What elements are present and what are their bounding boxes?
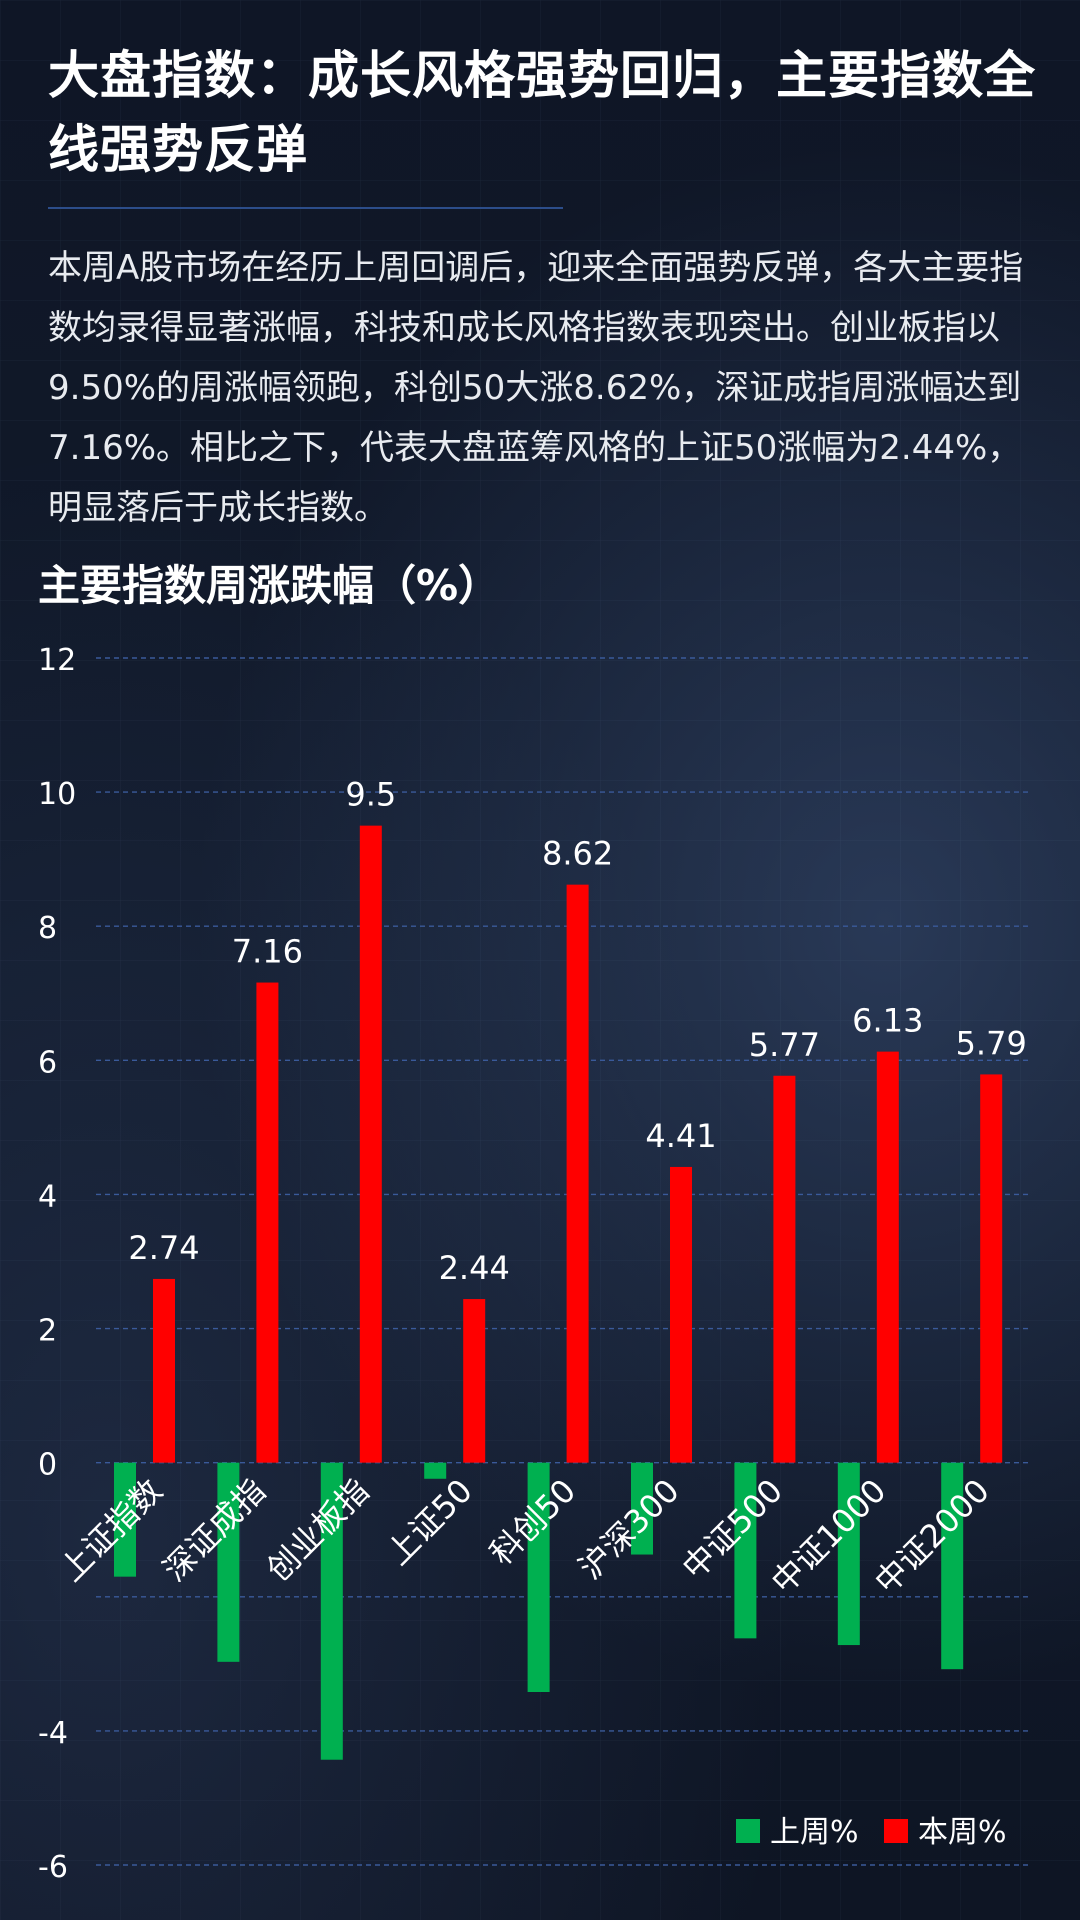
- bar-last-week: [424, 1462, 447, 1479]
- data-label: 2.74: [128, 1229, 199, 1267]
- data-label: 9.5: [345, 776, 396, 814]
- data-label: 5.77: [749, 1026, 820, 1064]
- bar-this-week: [153, 1278, 175, 1463]
- summary-paragraph: 本周A股市场在经历上周回调后，迎来全面强势反弹，各大主要指数均录得显著涨幅，科技…: [48, 248, 1024, 528]
- y-tick-label: 2: [38, 1314, 57, 1349]
- page-title: 大盘指数：成长风格强势回归，主要指数全线强势反弹: [48, 47, 1037, 180]
- y-tick-label: 6: [38, 1045, 57, 1080]
- data-label: 4.41: [645, 1117, 716, 1155]
- data-label: 7.16: [232, 933, 303, 971]
- y-tick-label: 4: [38, 1179, 57, 1214]
- bar-this-week: [670, 1166, 692, 1463]
- x-category-label: 深证成指: [156, 1471, 273, 1588]
- x-category-label: 上证指数: [52, 1471, 169, 1588]
- bar-last-week: [837, 1462, 860, 1646]
- title-underline: [48, 207, 563, 209]
- data-label: 2.44: [439, 1249, 510, 1287]
- bar-last-week: [527, 1462, 550, 1692]
- x-category-label: 沪深300: [571, 1471, 686, 1586]
- x-category-label: 创业板指: [259, 1471, 376, 1588]
- bar-last-week: [114, 1462, 136, 1577]
- bar-last-week: [631, 1462, 653, 1555]
- data-label: 8.62: [542, 835, 613, 873]
- y-tick-label: 10: [38, 777, 76, 812]
- legend-label: 上周%: [770, 1815, 859, 1850]
- bar-this-week: [359, 825, 382, 1463]
- legend-swatch: [884, 1819, 908, 1843]
- legend-swatch: [736, 1819, 760, 1843]
- bar-last-week: [320, 1462, 343, 1760]
- bar-last-week: [734, 1462, 757, 1639]
- x-category-label: 上证50: [379, 1471, 480, 1572]
- bar-last-week: [217, 1462, 240, 1662]
- bar-last-week: [941, 1462, 964, 1670]
- y-tick-label: -6: [38, 1850, 68, 1885]
- bar-this-week: [980, 1074, 1003, 1463]
- bar-this-week: [773, 1075, 796, 1463]
- bar-this-week: [876, 1051, 899, 1463]
- bar-this-week: [566, 884, 589, 1463]
- y-tick-label: 0: [38, 1448, 57, 1483]
- y-tick-label: 8: [38, 911, 57, 946]
- data-label: 5.79: [956, 1024, 1027, 1062]
- legend-label: 本周%: [918, 1815, 1007, 1850]
- y-tick-label: 12: [38, 643, 76, 678]
- y-tick-label: -4: [38, 1716, 68, 1751]
- bar-this-week: [256, 982, 279, 1463]
- x-category-label: 中证2000: [867, 1471, 997, 1601]
- data-label: 6.13: [852, 1002, 923, 1040]
- chart-title: 主要指数周涨跌幅（%）: [38, 561, 501, 610]
- bar-this-week: [463, 1299, 486, 1463]
- bar-chart: -6 -4 0 2 4 6 8 10 12 2.74 上证指数 7.16 深证成指 9.5 创业板指 2.44…: [38, 643, 1030, 1885]
